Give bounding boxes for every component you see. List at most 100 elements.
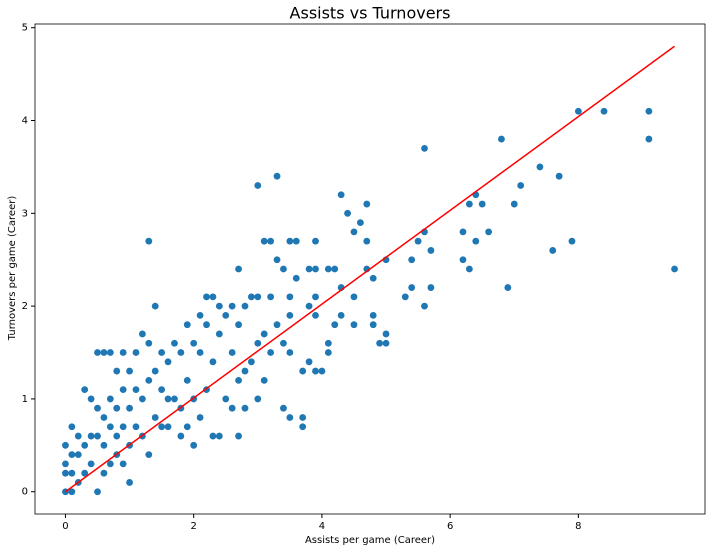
fit-line	[65, 45, 675, 493]
point	[100, 441, 108, 449]
point	[408, 284, 416, 291]
y-tick-label: 2	[22, 301, 28, 312]
point	[555, 172, 563, 180]
point	[318, 367, 326, 375]
point	[568, 237, 576, 245]
point	[158, 349, 166, 356]
point	[132, 386, 140, 394]
y-tick-label: 5	[22, 23, 28, 34]
point	[331, 265, 339, 273]
point	[74, 432, 82, 440]
point	[94, 349, 101, 356]
point	[260, 376, 268, 384]
point	[241, 404, 249, 412]
point	[190, 339, 198, 347]
point	[74, 451, 82, 459]
point	[113, 404, 121, 412]
point	[196, 349, 204, 356]
point	[215, 302, 223, 310]
point	[305, 358, 313, 366]
point	[145, 339, 153, 347]
point	[164, 358, 172, 366]
point	[312, 312, 319, 319]
point	[113, 432, 121, 440]
point	[485, 228, 493, 236]
point	[87, 460, 95, 468]
point	[465, 265, 473, 273]
point	[164, 423, 172, 431]
point	[267, 293, 275, 301]
point	[273, 321, 281, 329]
point	[254, 395, 262, 403]
point	[222, 395, 230, 403]
y-tick-label: 1	[22, 394, 28, 405]
point	[215, 330, 223, 338]
point	[126, 479, 133, 486]
point	[241, 302, 249, 310]
point	[164, 395, 172, 403]
point	[81, 469, 89, 477]
point	[280, 404, 287, 412]
point	[510, 200, 518, 208]
point	[459, 228, 467, 236]
point	[254, 293, 262, 301]
point	[247, 358, 255, 366]
point	[177, 349, 185, 356]
point	[286, 293, 294, 301]
point	[241, 367, 249, 375]
point	[292, 237, 300, 245]
point	[331, 321, 339, 329]
point	[356, 219, 364, 226]
point	[421, 144, 428, 152]
point	[465, 200, 473, 208]
point	[222, 312, 230, 319]
point	[536, 163, 544, 171]
point	[401, 293, 409, 301]
point	[87, 395, 95, 403]
point	[299, 414, 307, 421]
point	[267, 349, 275, 356]
point	[286, 312, 294, 319]
point	[183, 423, 191, 431]
point	[126, 367, 133, 375]
point	[100, 349, 108, 356]
point	[337, 191, 345, 199]
point	[324, 339, 332, 347]
point	[158, 386, 166, 394]
point	[324, 349, 332, 356]
point	[305, 302, 313, 310]
y-tick-label: 4	[22, 116, 28, 127]
point	[382, 339, 390, 347]
y-axis-label: Turnovers per game (Career)	[7, 196, 18, 342]
point	[498, 135, 505, 143]
point	[62, 460, 69, 468]
point	[344, 209, 351, 217]
point	[100, 414, 108, 421]
point	[292, 274, 300, 282]
point	[382, 330, 390, 338]
point	[408, 256, 416, 264]
point	[106, 349, 114, 356]
point	[68, 488, 76, 496]
point	[414, 237, 422, 245]
point	[273, 256, 281, 264]
point	[203, 321, 210, 329]
point	[138, 395, 146, 403]
point	[138, 330, 146, 338]
point	[183, 376, 191, 384]
point	[62, 441, 69, 449]
point	[260, 237, 268, 245]
point	[171, 339, 178, 347]
point	[106, 423, 114, 431]
point	[94, 488, 101, 496]
point	[369, 312, 377, 319]
point	[183, 321, 191, 329]
point	[427, 284, 435, 291]
point	[504, 284, 512, 291]
point	[196, 414, 204, 421]
point	[645, 135, 653, 143]
point	[68, 451, 76, 459]
x-tick-label: 8	[575, 521, 581, 532]
